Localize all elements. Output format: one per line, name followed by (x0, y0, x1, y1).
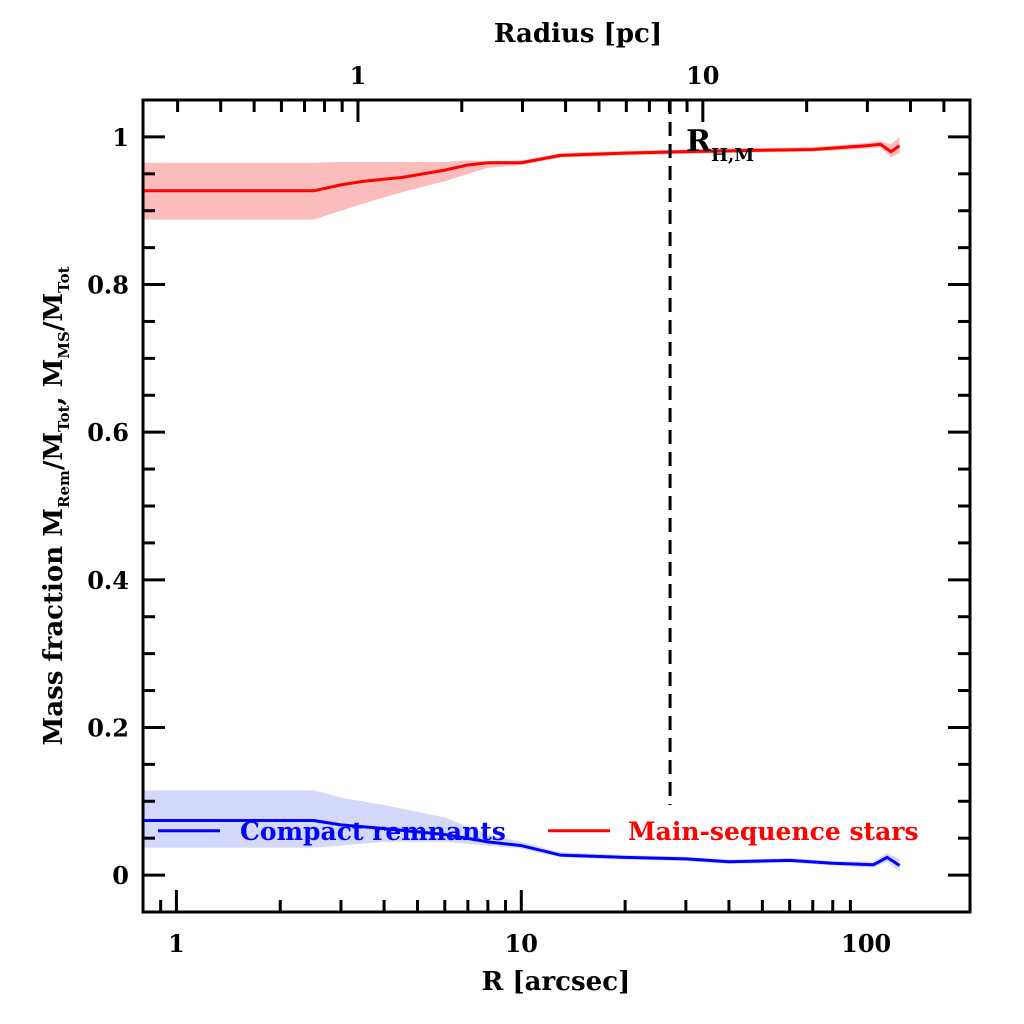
y-tick-label: 1 (112, 123, 129, 152)
x-tick-label: 1 (168, 929, 185, 958)
y-label-part: Rem (55, 470, 73, 508)
x-axis-label: R [arcsec] (482, 967, 631, 997)
y-label-part: Tot (55, 405, 73, 431)
legend: Compact remnants Main-sequence stars (158, 817, 919, 846)
y-axis-label: Mass fraction MRem/MTot, MMS/MTot (39, 266, 73, 745)
series-line-0 (143, 818, 901, 867)
x-tick-label: 10 (505, 929, 538, 958)
y-tick-label: 0.2 (87, 713, 129, 742)
top-x-tick-label: 1 (350, 61, 367, 90)
y-label-part: Tot (55, 266, 73, 292)
y-tick-label: 0.4 (87, 566, 129, 595)
series-line-1 (143, 142, 901, 193)
y-tick-label: 0 (112, 861, 129, 890)
x-tick-label: 100 (841, 929, 891, 958)
series-lines (143, 142, 901, 867)
legend-label-0: Compact remnants (240, 817, 506, 846)
axis-ticks: 0 0.2 0.4 0.6 0.8 1 1 10 100 1 10 (87, 61, 970, 958)
y-label-part: /M (39, 293, 69, 331)
legend-label-1: Main-sequence stars (628, 817, 919, 846)
y-label-part: , M (39, 359, 69, 406)
y-label-part: /M (39, 432, 69, 470)
top-x-tick-label: 10 (686, 61, 719, 90)
top-x-axis-label: Radius [pc] (494, 19, 662, 49)
uncertainty-bands (143, 136, 900, 872)
y-tick-label: 0.6 (87, 418, 129, 447)
band-1 (143, 136, 900, 220)
y-tick-label: 0.8 (87, 271, 129, 300)
band-0 (143, 790, 900, 872)
half-mass-radius-label: RH,M (686, 124, 754, 166)
y-label-part: MS (55, 331, 73, 358)
y-label-part: Mass fraction M (39, 508, 69, 745)
